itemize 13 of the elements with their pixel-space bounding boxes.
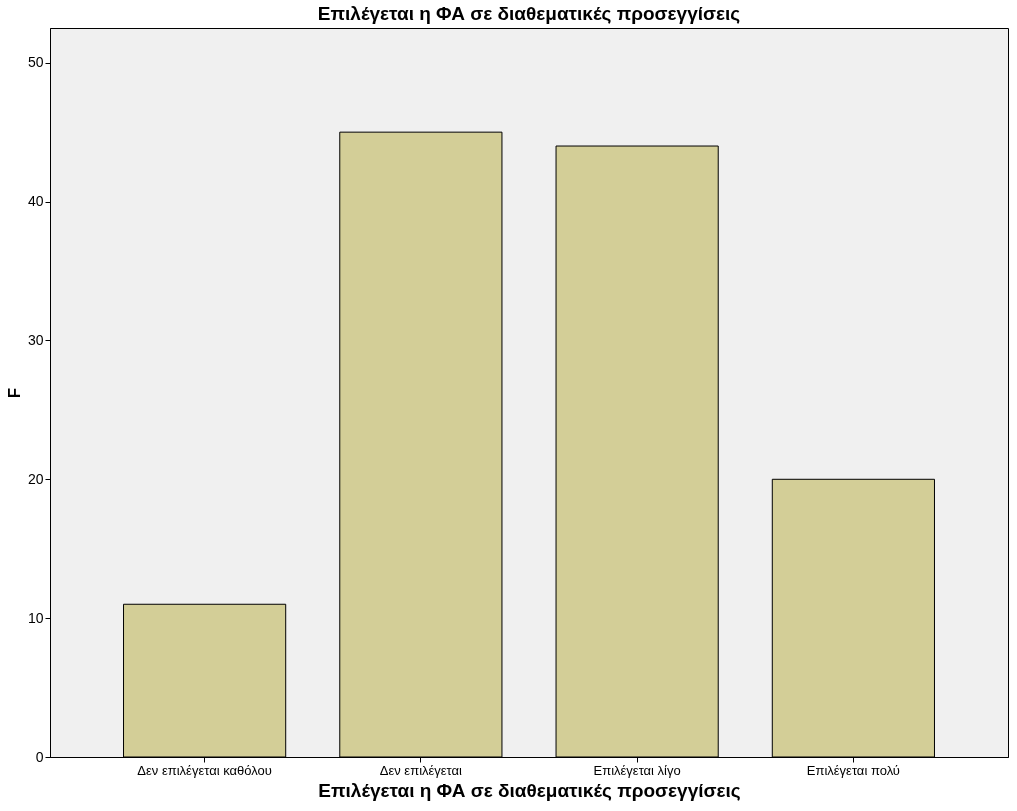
x-tick-label: Δεν επιλέγεται καθόλου — [137, 762, 272, 778]
y-tick-label: 40 — [27, 193, 44, 210]
x-tick-label: Επιλέγεται λίγο — [593, 762, 681, 778]
y-tick-label: 50 — [27, 54, 44, 71]
y-tick-label: 30 — [27, 331, 44, 348]
x-tick-label: Επιλέγεται πολύ — [806, 762, 900, 778]
y-tick-label: 20 — [27, 470, 44, 487]
y-axis-title: F — [4, 387, 24, 399]
chart-title: Επιλέγεται η ΦΑ σε διαθεματικές προσεγγίσεις — [317, 3, 741, 24]
y-tick-label: 0 — [35, 748, 44, 765]
x-tick-label: Δεν επιλέγεται — [379, 762, 463, 778]
x-axis-title: Επιλέγεται η ΦΑ σε διαθεματικές προσεγγίσεις — [318, 779, 741, 801]
y-tick-label: 10 — [27, 609, 44, 626]
